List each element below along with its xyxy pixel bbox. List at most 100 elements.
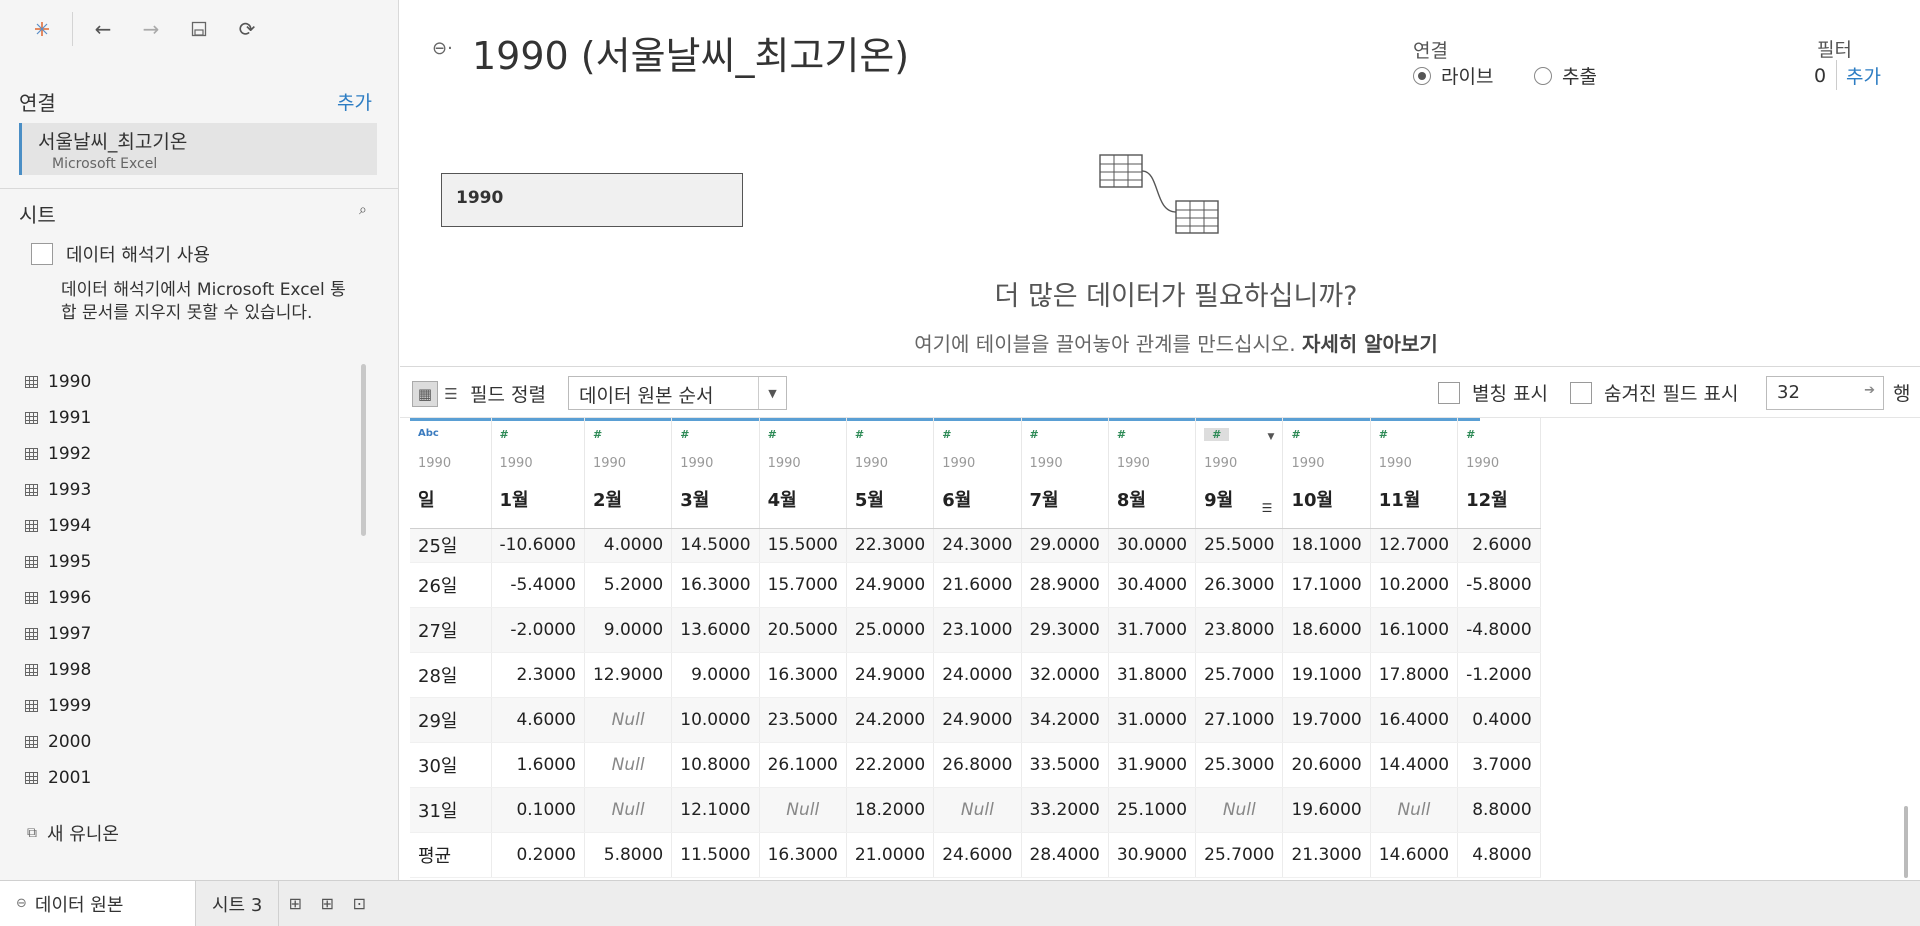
column-header[interactable]: #1990 5월 (846, 418, 935, 529)
number-type-icon[interactable]: # (1116, 428, 1127, 441)
datasource-title[interactable]: 1990 (서울날씨_최고기온) (472, 34, 910, 78)
table-cell: 3.7000 (1457, 742, 1541, 788)
add-filter-link[interactable]: 추가 (1846, 66, 1881, 88)
sheet-item[interactable]: 1994 (25, 508, 91, 544)
grid-scrollbar[interactable] (1904, 806, 1908, 878)
table-cell: 28.9000 (1021, 562, 1109, 608)
datasource-icon[interactable]: ⊖· (432, 38, 453, 59)
back-icon[interactable]: ← (94, 17, 112, 41)
column-header[interactable]: #1990 3월 (671, 418, 760, 529)
number-type-icon[interactable]: # (942, 428, 952, 441)
filters-label: 필터 (1817, 39, 1852, 61)
tab-sheet-3[interactable]: 시트 3 (196, 881, 280, 926)
number-type-icon[interactable]: # (1378, 428, 1388, 441)
column-header[interactable]: #1990 9월 ▼ ☰ (1195, 418, 1284, 529)
data-table: Abc 1990 일 #1990 1월 #1990 2월 #1990 3월 #1990 4월 #199… (410, 418, 1541, 878)
new-worksheet-icon[interactable]: ⊞ (288, 894, 302, 913)
live-radio[interactable] (1413, 66, 1431, 85)
table-icon (25, 628, 38, 640)
table-cell: 26.3000 (1195, 562, 1284, 608)
sheet-item[interactable]: 1993 (25, 472, 91, 508)
tableau-logo-icon[interactable] (18, 12, 66, 46)
number-type-icon[interactable]: # (767, 428, 777, 441)
table-pill[interactable]: 1990 (441, 173, 743, 227)
add-connection-link[interactable]: 추가 (337, 92, 372, 114)
number-type-icon[interactable]: # (499, 428, 509, 441)
data-interpreter-checkbox[interactable] (31, 243, 53, 265)
sheet-item[interactable]: 1997 (25, 616, 91, 652)
column-header[interactable]: #1990 6월 (933, 418, 1022, 529)
number-type-icon[interactable]: # (1291, 428, 1301, 441)
sheet-item[interactable]: 1995 (25, 544, 91, 580)
refresh-icon[interactable]: ⟳ (238, 17, 256, 41)
table-cell: -2.0000 (491, 607, 585, 653)
search-icon[interactable]: ⌕ (359, 202, 367, 218)
table-cell: 30.9000 (1108, 832, 1197, 878)
sort-fields-dropdown[interactable]: 데이터 원본 순서 ▼ (568, 376, 787, 410)
sheet-item[interactable]: 1999 (25, 688, 91, 724)
column-header[interactable]: #1990 7월 (1021, 418, 1109, 529)
number-type-icon[interactable]: # (854, 428, 865, 441)
live-option[interactable]: 라이브 (1413, 62, 1493, 89)
show-hidden-fields-checkbox[interactable] (1570, 381, 1592, 404)
column-name: 8월 (1116, 490, 1146, 511)
show-hidden-fields-option[interactable]: 숨겨진 필드 표시 (1570, 379, 1738, 406)
show-aliases-option[interactable]: 별칭 표시 (1438, 379, 1548, 406)
tab-data-source[interactable]: ⊖ 데이터 원본 (0, 881, 196, 926)
column-header[interactable]: #1990 11월 (1370, 418, 1459, 529)
rows-count-input[interactable]: 32 ➔ (1766, 376, 1884, 410)
table-cell: 14.5000 (671, 528, 760, 563)
column-header[interactable]: #1990 8월 (1108, 418, 1197, 529)
table-cell: 30.4000 (1108, 562, 1197, 608)
list-view-icon[interactable]: ☰ (444, 385, 458, 403)
sort-icon[interactable]: ☰ (1261, 501, 1273, 515)
sheet-item[interactable]: 2000 (25, 724, 91, 760)
apply-arrow-icon[interactable]: ➔ (1864, 383, 1875, 398)
table-cell: 8.8000 (1457, 787, 1541, 833)
number-type-icon[interactable]: # (592, 428, 603, 441)
sheet-item[interactable]: 1996 (25, 580, 91, 616)
column-header[interactable]: Abc 1990 일 (410, 418, 492, 529)
learn-more-link[interactable]: 자세히 알아보기 (1301, 332, 1438, 356)
column-menu-icon[interactable]: ▼ (1267, 432, 1275, 442)
number-type-icon[interactable]: # (1029, 428, 1039, 441)
extract-radio[interactable] (1534, 66, 1552, 85)
number-type-icon[interactable]: # (1204, 428, 1274, 456)
forward-icon[interactable]: → (142, 17, 160, 41)
sheet-item[interactable]: 1990 (25, 364, 91, 400)
new-union-item[interactable]: ⧉ 새 유니온 (27, 820, 119, 846)
table-cell: 17.1000 (1282, 562, 1371, 608)
data-interpreter-option[interactable]: 데이터 해석기 사용 (31, 241, 210, 267)
table-cell: 25일 (410, 528, 492, 563)
column-source: 1990 (680, 456, 714, 471)
column-header[interactable]: #1990 12월 (1457, 418, 1541, 529)
save-icon[interactable] (175, 12, 223, 46)
drag-hint-text: 여기에 테이블을 끌어놓아 관계를 만드십시오. (914, 332, 1296, 356)
string-type-icon[interactable]: Abc (418, 428, 439, 439)
table-cell: 12.9000 (584, 652, 673, 698)
number-type-icon[interactable]: # (1466, 428, 1476, 441)
sheet-item[interactable]: 1992 (25, 436, 91, 472)
table-cell: 16.3000 (671, 562, 760, 608)
connections-title: 연결 (19, 91, 56, 115)
sheet-list-scrollbar[interactable] (361, 364, 366, 536)
number-type-icon[interactable]: # (680, 428, 690, 441)
new-story-icon[interactable]: ⊡ (352, 894, 366, 913)
sheet-item[interactable]: 1991 (25, 400, 91, 436)
connection-type: Microsoft Excel (52, 156, 158, 172)
table-icon (25, 448, 38, 460)
extract-option[interactable]: 추출 (1534, 62, 1597, 89)
column-header[interactable]: #1990 10월 (1282, 418, 1371, 529)
grid-view-icon[interactable]: ▦ (412, 381, 438, 407)
new-dashboard-icon[interactable]: ⊞ (320, 894, 334, 913)
chevron-down-icon[interactable]: ▼ (758, 377, 786, 409)
table-cell: 31일 (410, 787, 492, 833)
column-header[interactable]: #1990 1월 (491, 418, 585, 529)
column-header[interactable]: #1990 2월 (584, 418, 673, 529)
connection-item[interactable]: 서울날씨_최고기온 Microsoft Excel (19, 123, 377, 175)
sheet-item[interactable]: 2001 (25, 760, 91, 796)
show-aliases-checkbox[interactable] (1438, 381, 1460, 404)
column-header[interactable]: #1990 4월 (759, 418, 847, 529)
sheet-item[interactable]: 1998 (25, 652, 91, 688)
table-cell: 21.3000 (1282, 832, 1371, 878)
